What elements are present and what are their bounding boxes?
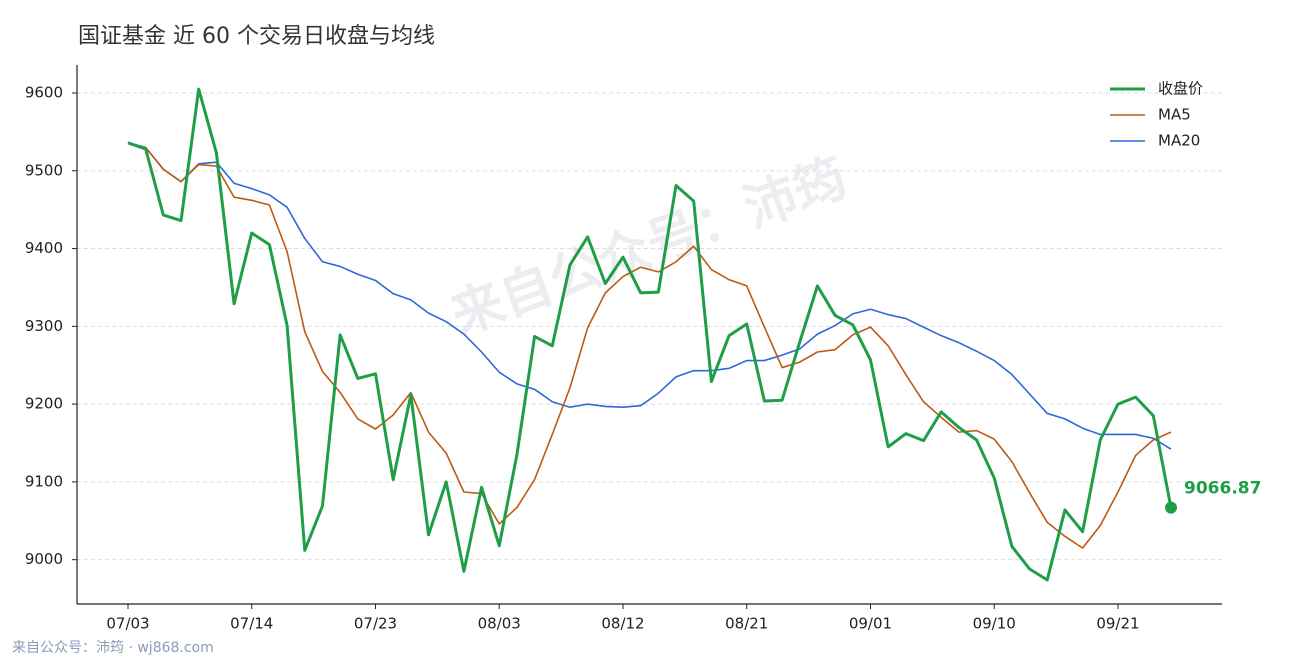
legend-label: MA5 bbox=[1158, 106, 1191, 124]
series-line bbox=[127, 87, 1173, 582]
y-tick-label: 9600 bbox=[25, 84, 63, 102]
x-tick-label: 09/21 bbox=[1096, 615, 1139, 633]
series-line bbox=[127, 142, 1172, 549]
x-tick-label: 08/21 bbox=[725, 615, 768, 633]
legend-label: 收盘价 bbox=[1158, 80, 1203, 98]
y-tick-label: 9300 bbox=[25, 317, 63, 335]
x-tick-label: 07/14 bbox=[230, 615, 273, 633]
x-tick-label: 07/03 bbox=[106, 615, 149, 633]
footer: 来自公众号：沛筠 · wj868.com bbox=[12, 639, 214, 656]
y-tick-label: 9500 bbox=[25, 161, 63, 179]
y-tick-label: 9000 bbox=[25, 550, 63, 568]
end-label: 9066.87 bbox=[1184, 479, 1261, 499]
series-line bbox=[127, 142, 1172, 450]
x-tick-label: 08/03 bbox=[478, 615, 521, 633]
watermark: 来自公众号：沛筠 bbox=[443, 148, 854, 347]
y-tick-label: 9400 bbox=[25, 239, 63, 257]
legend-label: MA20 bbox=[1158, 132, 1200, 150]
chart-title: 国证基金 近 60 个交易日收盘与均线 bbox=[78, 24, 435, 49]
y-tick-label: 9100 bbox=[25, 472, 63, 490]
x-tick-label: 09/01 bbox=[849, 615, 892, 633]
end-point bbox=[1165, 501, 1177, 514]
x-tick-label: 08/12 bbox=[601, 615, 644, 633]
x-tick-label: 09/10 bbox=[973, 615, 1016, 633]
y-tick-label: 9200 bbox=[25, 395, 63, 413]
x-tick-label: 07/23 bbox=[354, 615, 397, 633]
